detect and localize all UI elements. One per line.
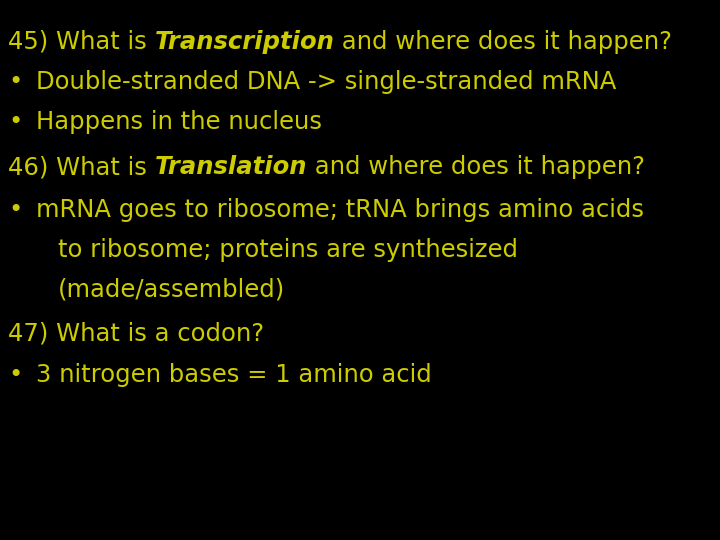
Text: and where does it happen?: and where does it happen? — [334, 30, 672, 54]
Text: 46) What is: 46) What is — [8, 155, 155, 179]
Text: (made/assembled): (made/assembled) — [58, 278, 285, 302]
Text: to ribosome; proteins are synthesized: to ribosome; proteins are synthesized — [58, 238, 518, 262]
Text: •: • — [8, 198, 22, 222]
Text: •: • — [8, 110, 22, 134]
Text: 47) What is a codon?: 47) What is a codon? — [8, 322, 264, 346]
Text: and where does it happen?: and where does it happen? — [307, 155, 645, 179]
Text: Double-stranded DNA -> single-stranded mRNA: Double-stranded DNA -> single-stranded m… — [36, 70, 616, 94]
Text: 3 nitrogen bases = 1 amino acid: 3 nitrogen bases = 1 amino acid — [36, 363, 432, 387]
Text: mRNA goes to ribosome; tRNA brings amino acids: mRNA goes to ribosome; tRNA brings amino… — [36, 198, 644, 222]
Text: 45) What is: 45) What is — [8, 30, 155, 54]
Text: Happens in the nucleus: Happens in the nucleus — [36, 110, 322, 134]
Text: •: • — [8, 70, 22, 94]
Text: Translation: Translation — [155, 155, 307, 179]
Text: •: • — [8, 363, 22, 387]
Text: Transcription: Transcription — [155, 30, 334, 54]
